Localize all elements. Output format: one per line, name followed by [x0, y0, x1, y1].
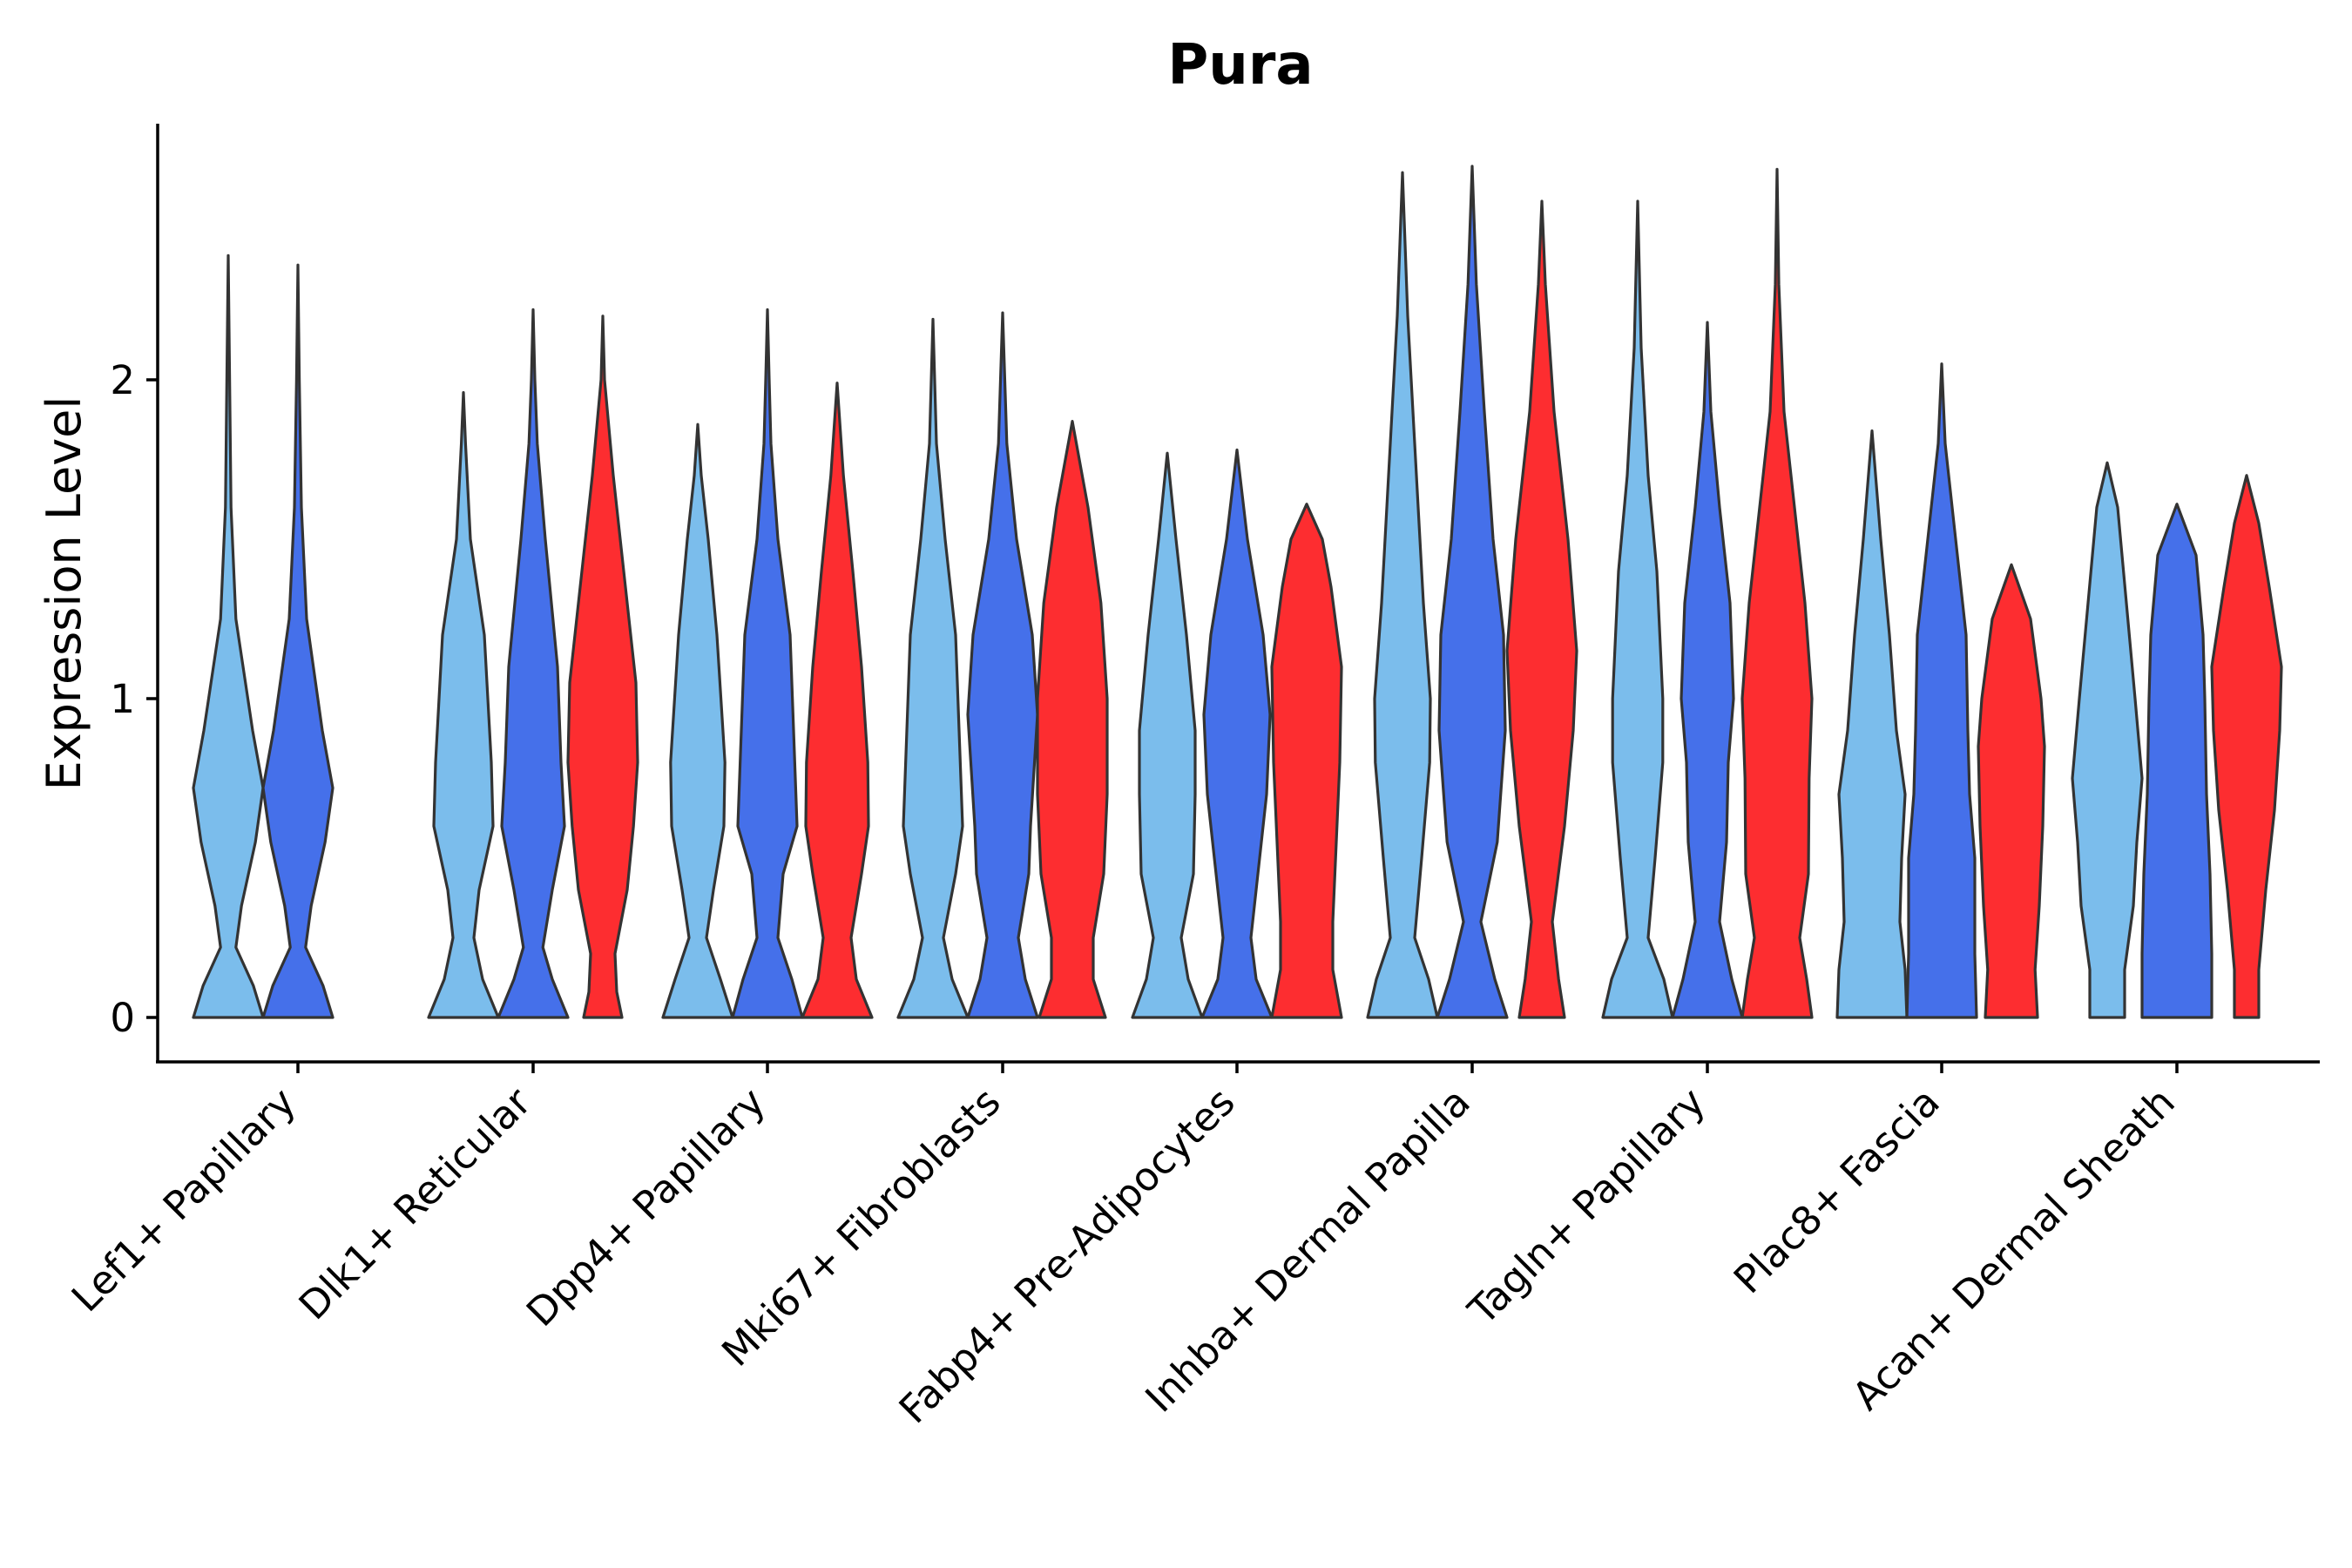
y-axis-ticks: 0 1 2 — [110, 357, 158, 1041]
violin-lef1-papillary-group-2 — [261, 263, 335, 1019]
violin-dpp4-papillary-group-2 — [731, 308, 804, 1019]
y-tick-label: 1 — [110, 676, 135, 722]
violin-acan-dermal-sheath-group-2 — [2140, 503, 2213, 1019]
violin-tagln-papillary-group-3 — [1740, 167, 1814, 1019]
violin-acan-dermal-sheath-group-1 — [2071, 461, 2144, 1019]
y-tick-label: 0 — [110, 995, 135, 1041]
x-category-label: Dlk1+ Reticular — [290, 1078, 540, 1328]
violin-dlk1-reticular-group-2 — [497, 308, 570, 1019]
x-category-label: Lef1+ Papillary — [63, 1078, 305, 1321]
violin-mki67-fibroblasts-group-1 — [896, 317, 970, 1019]
violin-dpp4-papillary-group-1 — [661, 422, 734, 1019]
chart-title: Pura — [1167, 33, 1313, 98]
y-axis-label: Expression Level — [37, 396, 91, 791]
violin-dpp4-papillary-group-3 — [801, 382, 874, 1019]
violin-plac8-fascia-group-3 — [1977, 563, 2046, 1019]
violin-inhba-dermal-papilla-group-2 — [1436, 165, 1509, 1019]
violin-acan-dermal-sheath-group-3 — [2210, 474, 2283, 1019]
violin-mki67-fibroblasts-group-2 — [966, 311, 1039, 1019]
violin-layer — [192, 165, 2283, 1019]
violin-plac8-fascia-group-2 — [1905, 362, 1978, 1019]
x-category-label: Dpp4+ Papillary — [517, 1078, 774, 1335]
violin-dlk1-reticular-group-1 — [427, 391, 500, 1019]
violin-tagln-papillary-group-1 — [1601, 199, 1674, 1019]
violin-inhba-dermal-papilla-group-3 — [1505, 199, 1578, 1019]
violin-tagln-papillary-group-2 — [1671, 321, 1744, 1019]
violin-fabp4-pre-adipocytes-group-3 — [1270, 503, 1343, 1019]
violin-fabp4-pre-adipocytes-group-2 — [1200, 448, 1274, 1019]
violin-lef1-papillary-group-1 — [192, 253, 265, 1019]
violin-inhba-dermal-papilla-group-1 — [1366, 171, 1439, 1019]
y-tick-label: 2 — [110, 357, 135, 403]
violin-fabp4-pre-adipocytes-group-1 — [1131, 451, 1204, 1019]
x-category-label: Plac8+ Fascia — [1725, 1078, 1949, 1302]
x-category-label: Tagln+ Papillary — [1459, 1078, 1714, 1334]
violin-plac8-fascia-group-1 — [1835, 429, 1909, 1019]
violin-dlk1-reticular-group-3 — [566, 314, 639, 1019]
violin-mki67-fibroblasts-group-3 — [1036, 420, 1109, 1019]
